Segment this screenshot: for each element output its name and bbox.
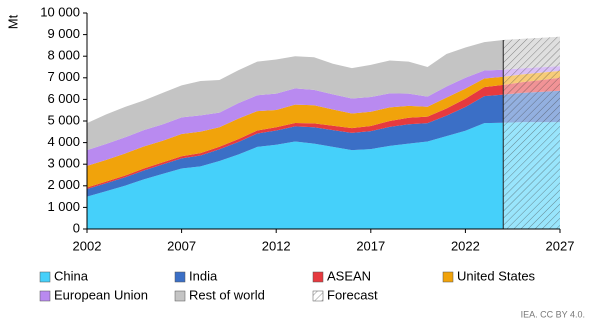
legend-swatch (312, 290, 324, 302)
y-tick-label: 5 000 (47, 112, 80, 127)
y-tick-label: 10 000 (40, 4, 80, 19)
y-tick-label: 3 000 (47, 156, 80, 171)
y-tick-label: 1 000 (47, 199, 80, 214)
legend-label: Forecast (327, 287, 378, 302)
x-tick-label: 2022 (451, 238, 480, 253)
legend-label: India (189, 268, 218, 283)
x-tick-label: 2027 (546, 238, 575, 253)
y-axis-label: Mt (5, 14, 20, 29)
legend-swatch (174, 290, 186, 302)
forecast-hatch (503, 36, 560, 230)
legend-label: Rest of world (189, 287, 265, 302)
y-tick-label: 6 000 (47, 91, 80, 106)
y-tick-label: 0 (73, 220, 80, 235)
y-tick-label: 9 000 (47, 26, 80, 41)
x-tick-label: 2002 (73, 238, 102, 253)
legend-swatch (39, 271, 51, 283)
y-tick-label: 7 000 (47, 69, 80, 84)
area (87, 36, 560, 151)
legend-label: China (54, 268, 89, 283)
y-tick-label: 2 000 (47, 177, 80, 192)
footer: IEA. CC BY 4.0. (521, 309, 585, 319)
legend-swatch (312, 271, 324, 283)
x-tick-label: 2007 (167, 238, 196, 253)
y-tick-label: 4 000 (47, 134, 80, 149)
x-tick-label: 2017 (356, 238, 385, 253)
x-tick-label: 2012 (262, 238, 291, 253)
legend-label: United States (457, 268, 536, 283)
area (87, 122, 560, 229)
legend-swatch (174, 271, 186, 283)
legend-swatch (442, 271, 454, 283)
legend-label: ASEAN (327, 268, 371, 283)
y-tick-label: 8 000 (47, 48, 80, 63)
legend-swatch (39, 290, 51, 302)
area (87, 66, 560, 166)
area (87, 90, 560, 197)
area (87, 70, 560, 188)
legend-label: European Union (54, 287, 148, 302)
